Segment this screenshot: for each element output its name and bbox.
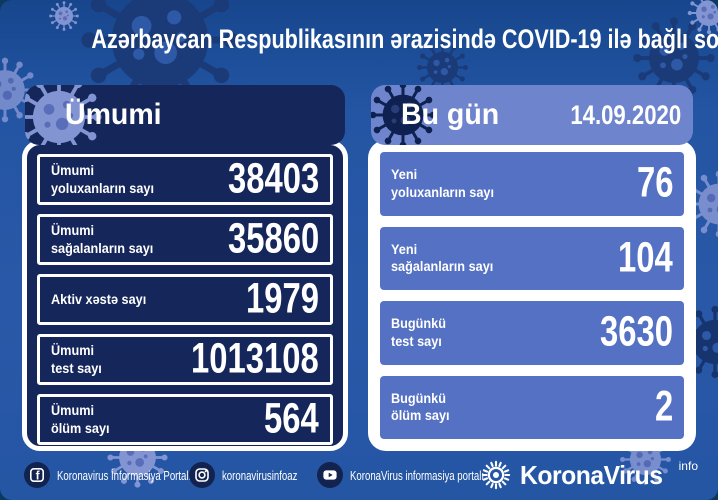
- logo-sup-text: info: [678, 459, 698, 473]
- koronavirus-logo-icon: [481, 460, 510, 490]
- stat-value: 76: [636, 159, 673, 207]
- stat-label: Bugünkü: [391, 316, 446, 332]
- stat-row-new-recovered: Yeni sağalanların sayı 104: [380, 226, 684, 290]
- totals-stat-list: Ümumi yoluxanların sayı 38403 Ümumi sağala…: [22, 140, 348, 451]
- page-title-text: Azərbaycan Respublikasının ərazisində CO…: [91, 24, 718, 54]
- totals-header: Ümumi: [25, 85, 345, 145]
- report-date: 14.09.2020: [570, 99, 681, 130]
- stat-label: Ümumi: [51, 342, 95, 358]
- stat-value: 564: [264, 395, 319, 443]
- stat-row-today-tests: Bugünkü test sayı 3630: [380, 301, 684, 365]
- stat-value: 104: [618, 234, 673, 282]
- stat-label: Yeni: [391, 167, 418, 183]
- today-panel: Bu gün 14.09.2020 Yeni yoluxanların sayı …: [368, 85, 696, 451]
- stat-label: sağalanların sayı: [51, 240, 154, 256]
- today-stat-list: Yeni yoluxanların sayı 76 Yeni sağalanları…: [368, 140, 696, 451]
- stat-label: test sayı: [391, 333, 442, 349]
- stat-row-total-infected: Ümumi yoluxanların sayı 38403: [37, 154, 333, 205]
- stat-value: 1979: [246, 275, 319, 323]
- stat-label: Ümumi: [51, 222, 95, 238]
- stat-label: test sayı: [51, 360, 102, 376]
- stat-value: 38403: [227, 155, 319, 203]
- stat-row-total-deaths: Ümumi ölüm sayı 564: [37, 394, 333, 445]
- totals-panel: Ümumi Ümumi yoluxanların sayı 38403 Ümumi…: [22, 85, 348, 451]
- facebook-icon: f: [24, 462, 50, 488]
- facebook-label: Koronavirus İnformasiya Portalı: [57, 467, 192, 483]
- stat-row-today-deaths: Bugünkü ölüm sayı 2: [380, 375, 684, 439]
- stat-label: ölüm sayı: [391, 408, 450, 424]
- stat-label: yoluxanların sayı: [51, 180, 154, 196]
- stat-label: sağalanların sayı: [391, 259, 494, 275]
- stat-label: Yeni: [391, 241, 418, 257]
- stat-label: yoluxanların sayı: [391, 184, 494, 200]
- stat-value: 1013108: [191, 335, 319, 383]
- today-header-label: Bu gün: [401, 98, 500, 131]
- footer: f Koronavirus İnformasiya Portalı korona…: [0, 450, 718, 500]
- logo-text: KoronaVirus: [519, 459, 663, 490]
- totals-header-label: Ümumi: [65, 98, 162, 131]
- stat-value: 35860: [227, 215, 319, 263]
- instagram-icon: [189, 462, 215, 488]
- stat-row-new-infected: Yeni yoluxanların sayı 76: [380, 152, 684, 216]
- youtube-label: KoronaVirus informasiya portalı: [350, 467, 485, 483]
- stat-row-active-cases: Aktiv xəstə sayı 1979: [37, 274, 333, 325]
- stat-label: Bugünkü: [391, 390, 446, 406]
- instagram-link[interactable]: koronavirusinfoaz: [189, 462, 324, 488]
- koronavirus-logo[interactable]: KoronaVirus info: [480, 459, 698, 491]
- instagram-label: koronavirusinfoaz: [222, 467, 298, 483]
- stat-label: Aktiv xəstə sayı: [51, 291, 147, 307]
- stat-row-total-tests: Ümumi test sayı 1013108: [37, 334, 333, 385]
- stat-value: 2: [654, 383, 673, 431]
- stat-value: 3630: [600, 308, 673, 356]
- youtube-icon: [317, 462, 343, 488]
- stat-label: ölüm sayı: [51, 420, 110, 436]
- svg-text:f: f: [36, 469, 41, 483]
- stat-label: Ümumi: [51, 162, 95, 178]
- page-title: Azərbaycan Respublikasının ərazisində CO…: [0, 24, 718, 55]
- today-header: Bu gün 14.09.2020: [371, 85, 693, 145]
- stat-row-total-recovered: Ümumi sağalanların sayı 35860: [37, 214, 333, 265]
- stat-label: Ümumi: [51, 402, 95, 418]
- youtube-link[interactable]: KoronaVirus informasiya portalı: [317, 462, 531, 488]
